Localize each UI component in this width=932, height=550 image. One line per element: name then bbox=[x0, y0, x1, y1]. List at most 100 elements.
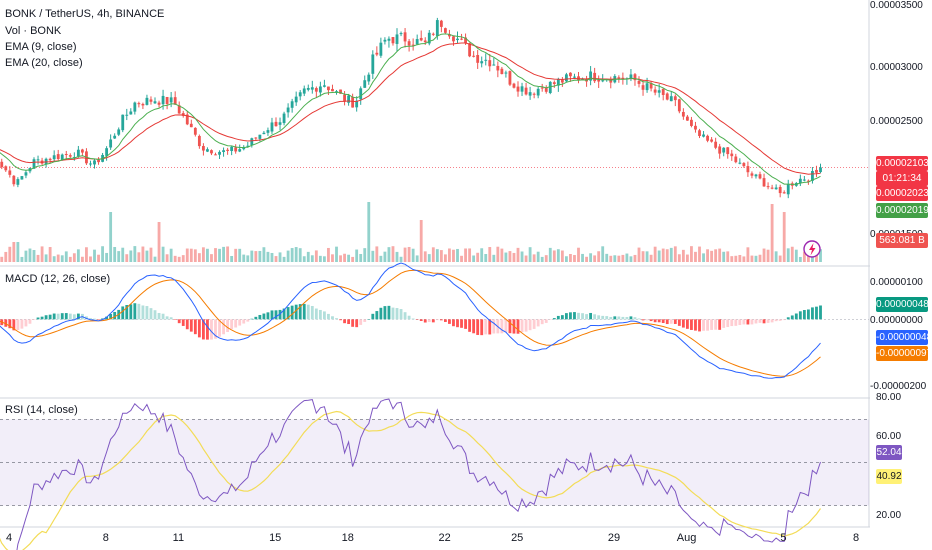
macd-histogram-bar bbox=[548, 319, 552, 320]
macd-histogram-bar bbox=[718, 319, 722, 330]
macd-histogram-bar bbox=[653, 319, 657, 323]
volume-bar bbox=[621, 254, 625, 262]
macd-histogram-bar bbox=[476, 319, 480, 335]
volume-bar bbox=[762, 248, 766, 262]
macd-histogram-bar bbox=[113, 311, 117, 320]
volume-legend[interactable]: Vol · BONK bbox=[5, 25, 62, 37]
macd-histogram-bar bbox=[710, 319, 714, 330]
macd-histogram-bar bbox=[439, 319, 443, 321]
volume-bar bbox=[492, 254, 496, 262]
volume-bar bbox=[185, 248, 189, 262]
volume-bar bbox=[318, 255, 322, 262]
candle bbox=[564, 74, 568, 82]
volume-bar bbox=[383, 251, 387, 262]
candle bbox=[528, 92, 532, 96]
candle bbox=[52, 155, 56, 160]
volume-bar bbox=[40, 246, 44, 262]
candle bbox=[661, 88, 665, 95]
candle bbox=[125, 114, 129, 116]
volume-bar bbox=[298, 248, 302, 262]
macd-histogram-bar bbox=[60, 313, 64, 320]
volume-bar bbox=[653, 246, 657, 262]
candle bbox=[226, 149, 230, 151]
candle bbox=[222, 150, 225, 153]
macd-histogram-bar bbox=[355, 319, 359, 328]
symbol-title[interactable]: BONK / TetherUS, 4h, BINANCE bbox=[5, 8, 165, 20]
macd-histogram-bar bbox=[250, 318, 254, 320]
rsi-legend[interactable]: RSI (14, close) bbox=[5, 404, 78, 416]
volume-bar bbox=[746, 247, 750, 262]
candle bbox=[302, 88, 306, 94]
candle bbox=[464, 37, 467, 44]
macd-histogram-bar bbox=[581, 313, 584, 320]
macd-histogram-bar bbox=[661, 319, 665, 324]
candle bbox=[298, 92, 302, 97]
macd-signal-line bbox=[0, 269, 821, 377]
candle bbox=[242, 147, 246, 150]
candle bbox=[786, 184, 790, 195]
rsi-line bbox=[16, 398, 821, 550]
macd-histogram-bar bbox=[290, 305, 294, 320]
volume-bar bbox=[552, 250, 556, 262]
macd-histogram-bar bbox=[230, 319, 234, 330]
macd-histogram-bar bbox=[613, 316, 617, 320]
macd-histogram-bar bbox=[625, 316, 629, 320]
macd-histogram-bar bbox=[762, 319, 766, 324]
candle bbox=[766, 186, 770, 188]
volume-bar bbox=[113, 247, 117, 262]
volume-bar bbox=[419, 220, 423, 262]
volume-bar bbox=[129, 250, 133, 262]
candle bbox=[685, 116, 689, 121]
candle bbox=[617, 77, 621, 79]
candle bbox=[149, 99, 153, 102]
macd-histogram-bar bbox=[294, 304, 298, 320]
candle bbox=[798, 178, 802, 184]
macd-histogram-bar bbox=[633, 317, 637, 320]
macd-histogram-bar bbox=[556, 315, 560, 320]
candle bbox=[76, 149, 80, 157]
macd-histogram-bar bbox=[274, 310, 278, 320]
candle bbox=[407, 41, 411, 46]
macd-histogram-bar bbox=[427, 319, 431, 323]
volume-bar bbox=[210, 254, 213, 262]
volume-bar bbox=[609, 255, 613, 262]
volume-bar bbox=[613, 255, 617, 262]
volume-bar bbox=[395, 251, 399, 262]
macd-histogram-bar bbox=[407, 315, 411, 320]
candle bbox=[609, 78, 613, 83]
volume-bar bbox=[464, 248, 467, 262]
macd-histogram-bar bbox=[564, 313, 568, 320]
candle bbox=[137, 103, 141, 105]
candle bbox=[819, 167, 822, 173]
lightning-icon[interactable] bbox=[803, 240, 821, 258]
macd-histogram-bar bbox=[16, 319, 20, 331]
volume-bar bbox=[347, 254, 351, 262]
time-axis-label: 22 bbox=[438, 532, 451, 544]
candle bbox=[681, 111, 685, 117]
candle bbox=[343, 94, 346, 102]
macd-axis-label: 0.00000100 bbox=[870, 277, 923, 288]
macd-legend[interactable]: MACD (12, 26, close) bbox=[5, 273, 111, 285]
macd-histogram-bar bbox=[137, 303, 141, 320]
volume-bar bbox=[68, 256, 72, 262]
candle bbox=[331, 88, 334, 92]
ema9-legend[interactable]: EMA (9, close) bbox=[5, 41, 77, 53]
macd-histogram-bar bbox=[173, 319, 177, 320]
candle bbox=[113, 135, 117, 139]
macd-lines bbox=[0, 262, 821, 379]
candle bbox=[177, 105, 181, 114]
volume-bar bbox=[657, 250, 661, 262]
volume-bar bbox=[742, 256, 746, 262]
candle bbox=[750, 173, 754, 176]
macd-histogram-bar bbox=[649, 319, 653, 322]
volume-bar bbox=[520, 251, 524, 262]
volume-bar bbox=[286, 250, 290, 262]
rsi-value-tag: 52.04 bbox=[876, 445, 902, 460]
macd-axis-label: 0.00000000 bbox=[870, 315, 923, 326]
volume-bar bbox=[411, 248, 415, 262]
ema20-legend[interactable]: EMA (20, close) bbox=[5, 57, 83, 69]
macd-histogram-bar bbox=[157, 312, 161, 320]
macd-histogram-bar bbox=[782, 319, 786, 321]
volume-bar bbox=[391, 246, 395, 262]
